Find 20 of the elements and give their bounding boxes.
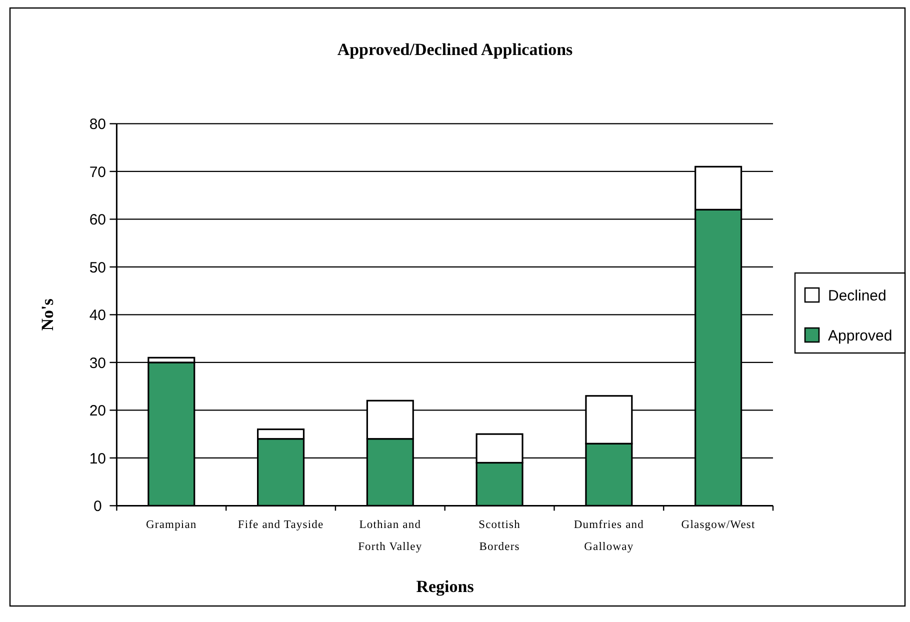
x-tick-label: Fife and Tayside [238,519,324,531]
y-tick-label: 30 [89,354,106,372]
y-tick-label: 70 [89,164,106,181]
x-tick-label: Grampian [146,519,197,531]
y-tick-label: 10 [89,450,106,468]
y-tick-label: 0 [94,498,102,516]
legend-label: Declined [828,287,886,304]
y-tick-label: 50 [89,259,106,276]
legend-label: Approved [828,327,892,344]
y-tick-label: 20 [89,402,106,420]
y-tick-label: 80 [89,116,106,134]
x-tick-label: Lothian and Forth Valley [358,519,422,553]
chart-title: Approved/Declined Applications [337,40,574,59]
y-axis-title: No's [38,298,57,331]
y-tick-label: 60 [89,212,106,229]
x-tick-label: Glasgow/West [681,519,756,531]
x-tick-label: Dumfries and Galloway [574,519,644,553]
x-tick-label: Scottish Borders [478,519,520,553]
x-axis-title: Regions [416,577,474,596]
y-tick-label: 40 [89,307,106,324]
